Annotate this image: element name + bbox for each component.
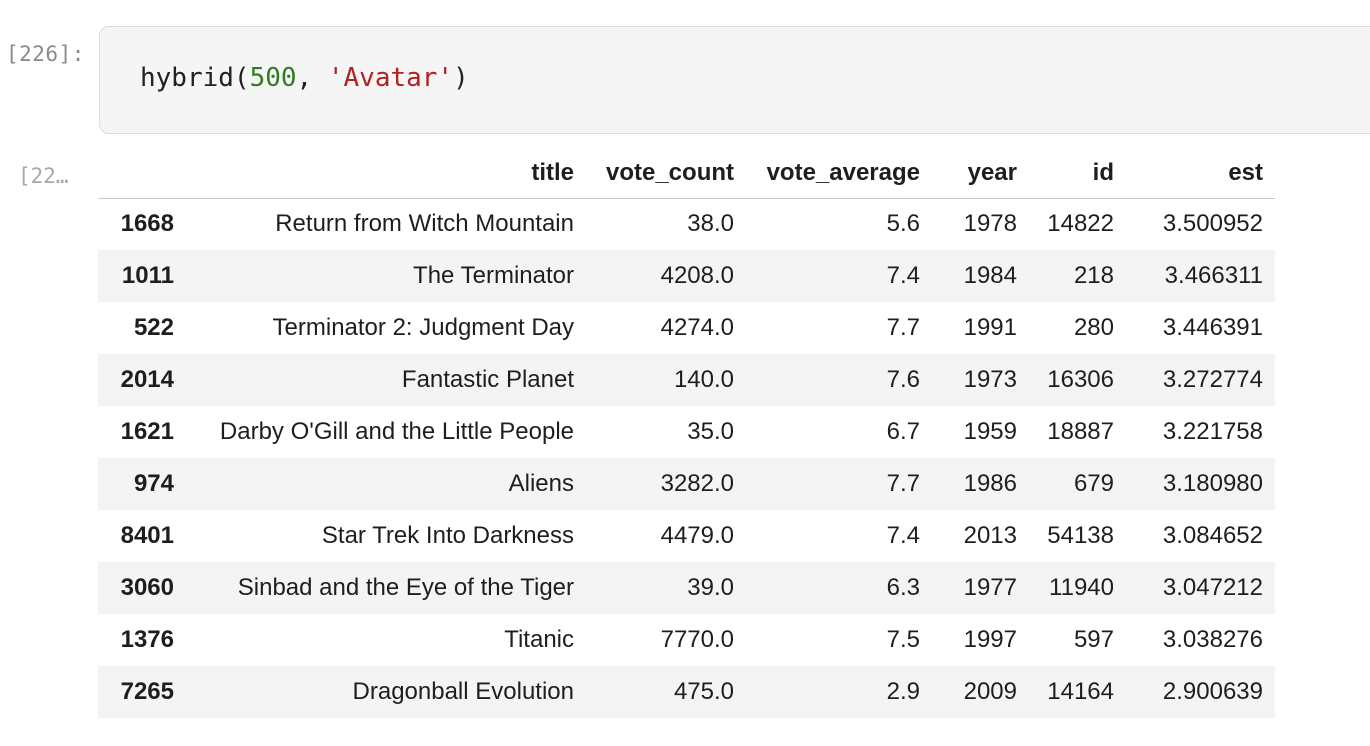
header-vote-count: vote_count	[586, 148, 746, 199]
cell-year: 2009	[963, 678, 1017, 705]
cell-title: Return from Witch Mountain	[275, 210, 574, 238]
cell-vote-count: 39.0	[687, 574, 734, 601]
output-prompt: [22…	[18, 164, 69, 188]
row-index: 522	[133, 314, 174, 341]
cell-title: Terminator 2: Judgment Day	[272, 314, 574, 341]
row-index: 1011	[121, 262, 174, 289]
cell-id: 16306	[1047, 366, 1114, 393]
cell-year: 2013	[963, 522, 1017, 549]
cell-vote-average: 7.4	[886, 262, 920, 289]
cell-vote-average: 5.6	[886, 210, 920, 238]
row-index: 1621	[120, 418, 174, 445]
cell-vote-average: 6.3	[886, 574, 920, 601]
cell-id: 218	[1073, 262, 1114, 289]
cell-id: 280	[1073, 314, 1114, 341]
cell-est: 3.500952	[1162, 210, 1263, 238]
cell-year: 1977	[963, 574, 1017, 601]
code-close-paren: )	[453, 63, 469, 93]
code-line: hybrid(500, 'Avatar')	[140, 63, 469, 93]
row-index: 7265	[120, 678, 174, 705]
cell-vote-average: 7.4	[886, 522, 920, 549]
cell-est: 3.446391	[1162, 314, 1263, 341]
code-separator: ,	[296, 63, 328, 93]
cell-year: 1973	[963, 366, 1017, 393]
cell-est: 3.221758	[1162, 418, 1263, 445]
cell-vote-count: 475.0	[673, 678, 734, 705]
header-vote-average: vote_average	[746, 148, 932, 199]
cell-id: 679	[1073, 470, 1114, 497]
table-row: 522 Terminator 2: Judgment Day 4274.0 7.…	[98, 302, 1275, 354]
cell-est: 3.466311	[1164, 262, 1263, 289]
cell-est: 3.084652	[1162, 522, 1263, 549]
cell-est: 2.900639	[1162, 678, 1263, 705]
row-index: 2014	[120, 366, 174, 393]
header-est: est	[1126, 148, 1275, 199]
cell-vote-count: 7770.0	[660, 626, 734, 653]
header-title: title	[186, 148, 586, 199]
code-string-arg: 'Avatar'	[327, 63, 454, 93]
cell-vote-count: 4274.0	[660, 314, 734, 341]
cell-est: 3.038276	[1162, 626, 1263, 653]
table-header-row: title vote_count vote_average year id es…	[98, 148, 1275, 199]
cell-est: 3.272774	[1162, 366, 1263, 393]
cell-year: 1978	[963, 210, 1017, 238]
cell-vote-count: 4208.0	[660, 262, 734, 289]
row-index: 1668	[120, 210, 174, 238]
cell-year: 1984	[963, 262, 1017, 289]
cell-vote-count: 35.0	[687, 418, 734, 445]
cell-title: The Terminator	[413, 262, 574, 289]
table-row: 3060 Sinbad and the Eye of the Tiger 39.…	[98, 562, 1275, 614]
header-index	[98, 148, 186, 199]
input-prompt: [226]:	[6, 42, 85, 66]
code-number-arg: 500	[249, 63, 297, 93]
cell-vote-average: 7.5	[886, 626, 920, 653]
row-index: 1376	[120, 626, 174, 653]
cell-id: 54138	[1047, 522, 1114, 549]
cell-id: 597	[1073, 626, 1114, 653]
cell-vote-average: 2.9	[886, 678, 920, 705]
table-row: 1621 Darby O'Gill and the Little People …	[98, 406, 1275, 458]
row-index: 974	[133, 470, 174, 497]
table-row: 1376 Titanic 7770.0 7.5 1997 597 3.03827…	[98, 614, 1275, 666]
cell-vote-average: 6.7	[886, 418, 920, 445]
cell-title: Sinbad and the Eye of the Tiger	[237, 574, 574, 601]
dataframe-table: title vote_count vote_average year id es…	[98, 148, 1275, 718]
cell-vote-count: 38.0	[687, 210, 734, 238]
cell-id: 11940	[1049, 574, 1114, 601]
table-row: 1668 Return from Witch Mountain 38.0 5.6…	[98, 198, 1275, 250]
cell-title: Titanic	[504, 626, 574, 653]
cell-title: Aliens	[508, 470, 574, 497]
cell-id: 14164	[1047, 678, 1114, 705]
row-index: 3060	[120, 574, 174, 601]
cell-year: 1959	[963, 418, 1017, 445]
code-editor[interactable]: hybrid(500, 'Avatar')	[99, 26, 1370, 134]
cell-vote-count: 4479.0	[660, 522, 734, 549]
cell-title: Star Trek Into Darkness	[321, 522, 574, 549]
cell-title: Dragonball Evolution	[352, 678, 574, 705]
cell-year: 1986	[963, 470, 1017, 497]
table-row: 974 Aliens 3282.0 7.7 1986 679 3.180980	[98, 458, 1275, 510]
cell-vote-count: 140.0	[673, 366, 734, 393]
cell-vote-average: 7.7	[886, 314, 920, 341]
header-year: year	[932, 148, 1029, 199]
cell-vote-count: 3282.0	[660, 470, 734, 497]
table-row: 2014 Fantastic Planet 140.0 7.6 1973 163…	[98, 354, 1275, 406]
cell-est: 3.180980	[1162, 470, 1263, 497]
header-id: id	[1029, 148, 1126, 199]
cell-title: Fantastic Planet	[401, 366, 574, 393]
row-index: 8401	[120, 522, 174, 549]
cell-vote-average: 7.7	[886, 470, 920, 497]
cell-vote-average: 7.6	[886, 366, 920, 393]
code-function-call: hybrid(	[140, 63, 250, 93]
cell-title: Darby O'Gill and the Little People	[219, 418, 574, 445]
cell-year: 1997	[963, 626, 1017, 653]
cell-id: 14822	[1047, 210, 1114, 238]
table-row: 8401 Star Trek Into Darkness 4479.0 7.4 …	[98, 510, 1275, 562]
table-row: 1011 The Terminator 4208.0 7.4 1984 218 …	[98, 250, 1275, 302]
cell-year: 1991	[963, 314, 1017, 341]
table-row: 7265 Dragonball Evolution 475.0 2.9 2009…	[98, 666, 1275, 718]
cell-id: 18887	[1047, 418, 1114, 445]
cell-est: 3.047212	[1162, 574, 1263, 601]
